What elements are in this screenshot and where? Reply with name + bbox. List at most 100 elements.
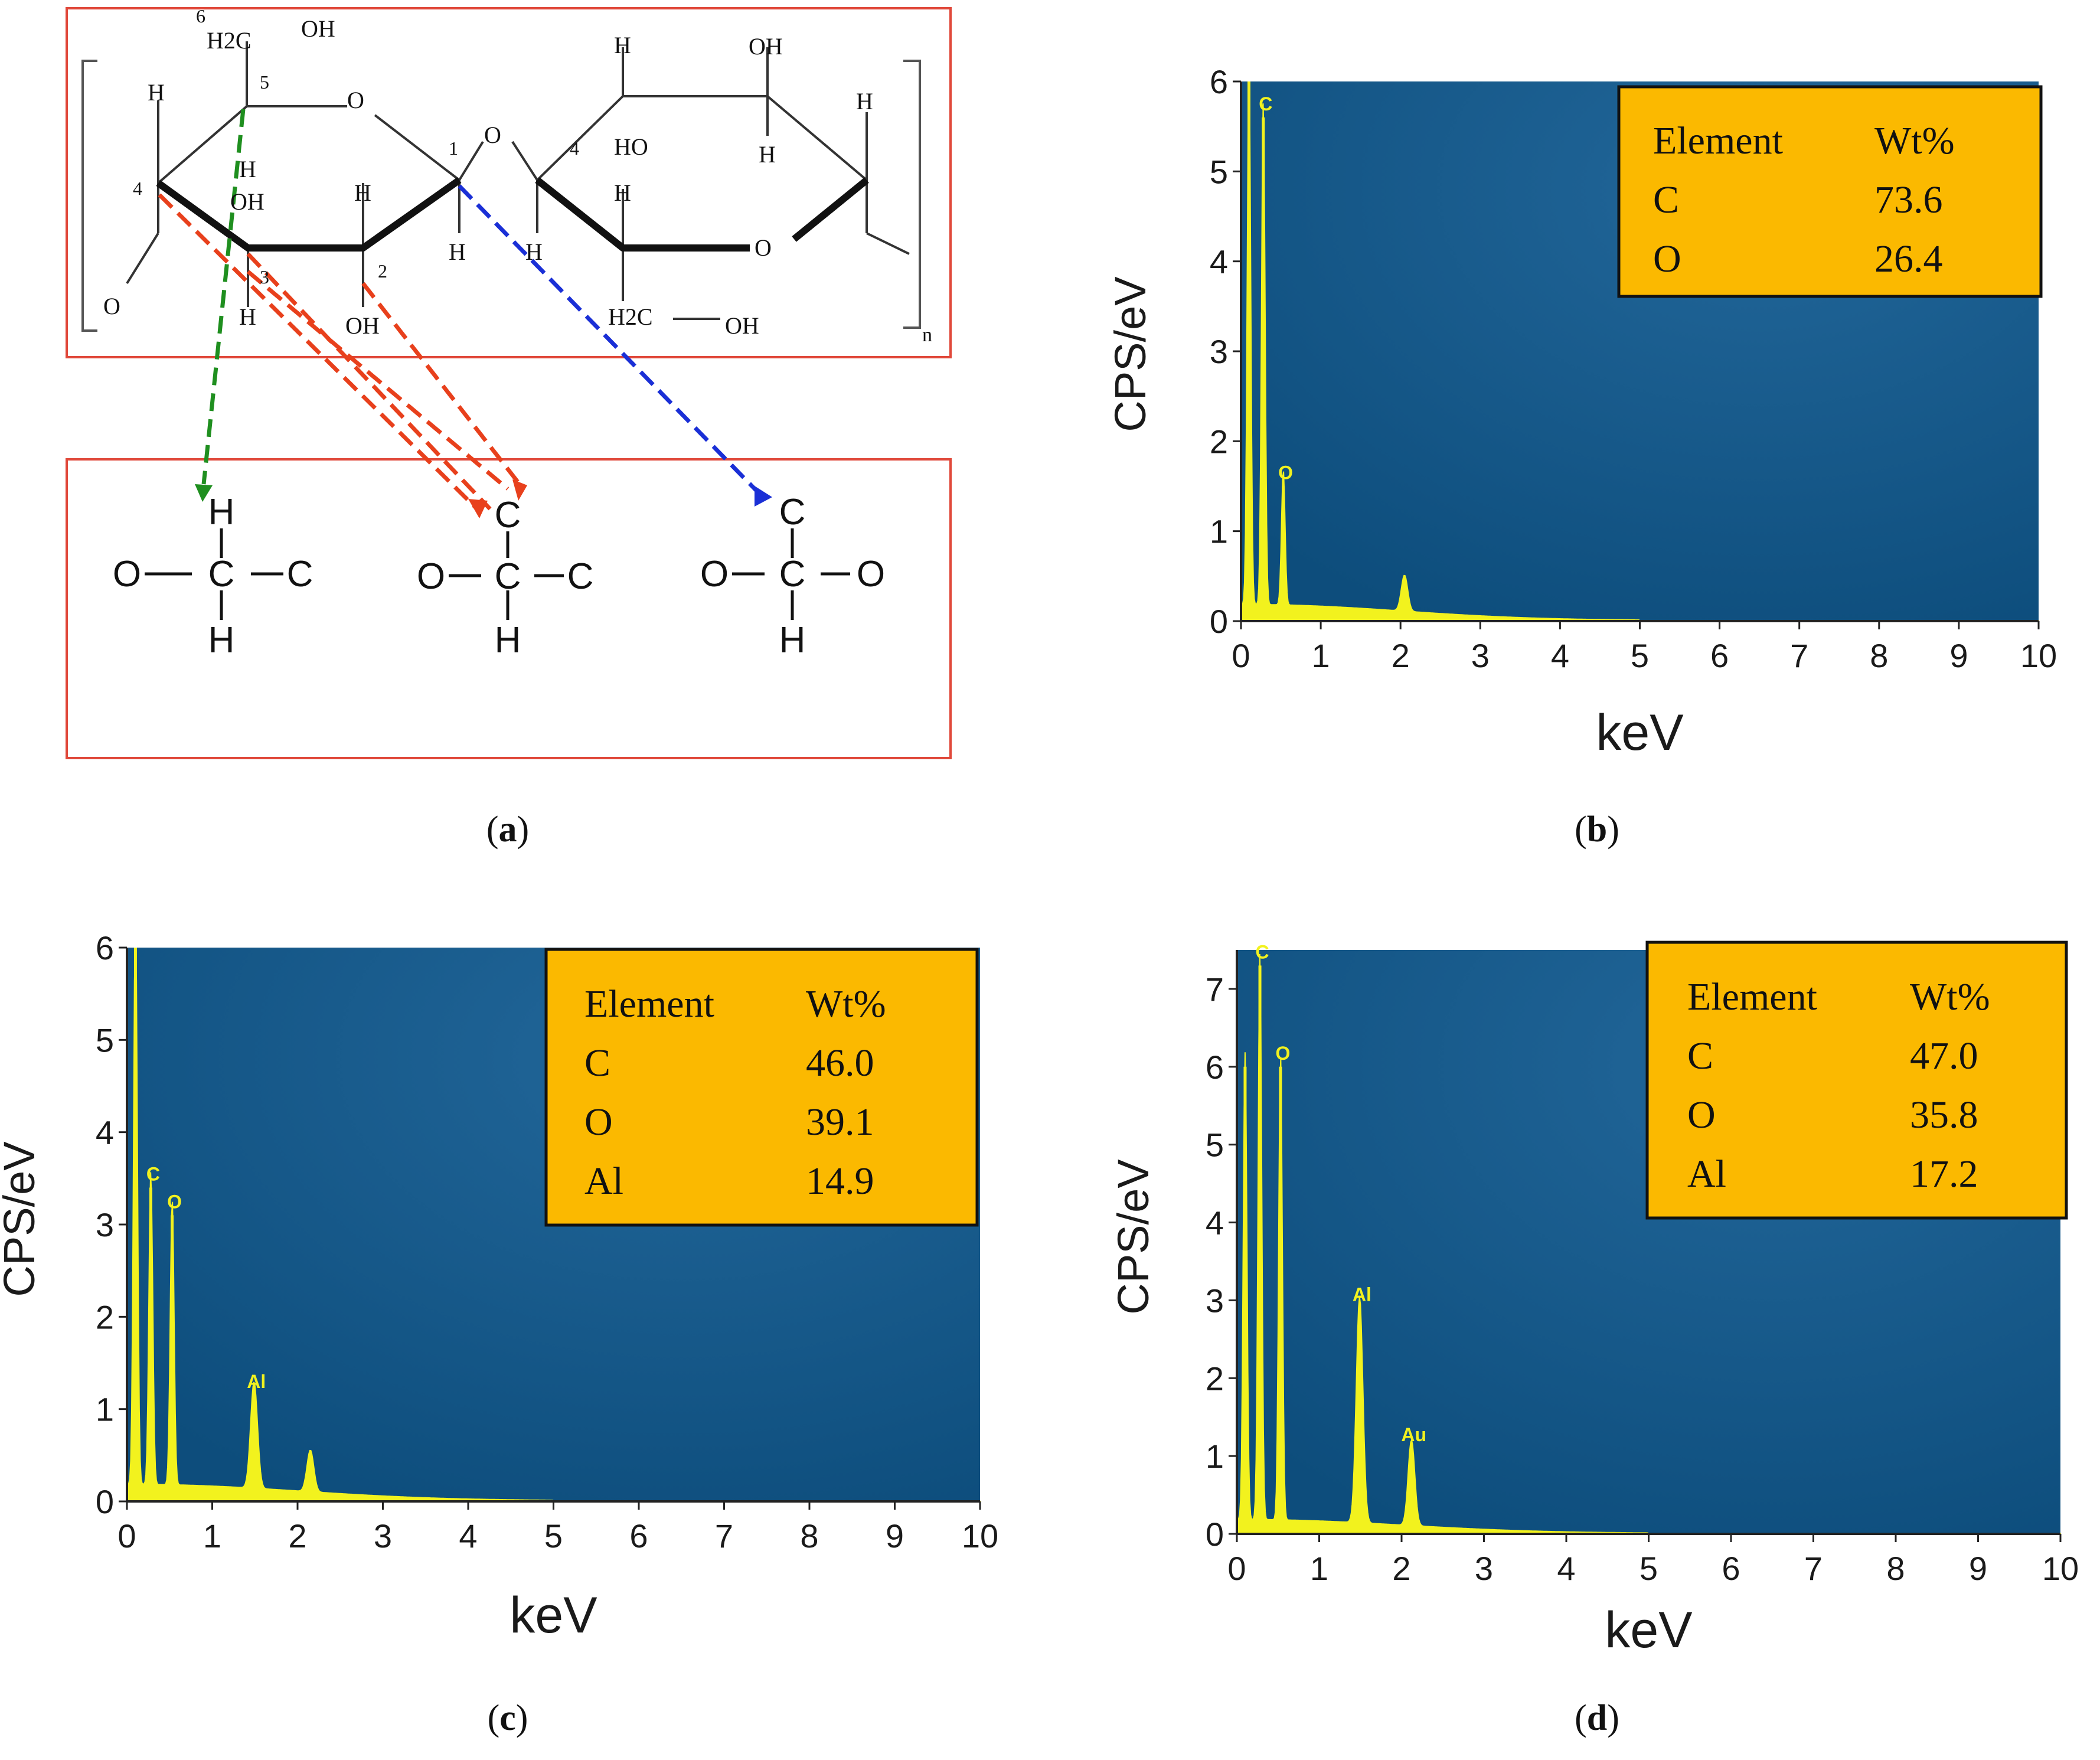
frag2-right: C <box>567 556 594 597</box>
y-tick-label: 5 <box>96 1021 114 1059</box>
x-tick-label: 2 <box>288 1517 306 1555</box>
blue-arrow <box>458 184 772 507</box>
composition-table <box>1645 941 2068 1220</box>
caption-b: (b) <box>1575 809 1619 850</box>
x-tick-label: 10 <box>2042 1550 2079 1587</box>
label-h2c-bottom: H2C <box>608 303 653 330</box>
x-tick-label: 7 <box>1804 1550 1823 1587</box>
x-tick-label: 0 <box>117 1517 136 1555</box>
table-cell: O <box>584 1101 613 1144</box>
y-tick-label: 5 <box>1206 1126 1224 1164</box>
y-tick-label: 0 <box>1206 1516 1224 1553</box>
x-tick-label: 8 <box>1886 1550 1905 1587</box>
caption-a-letter: a <box>499 809 517 850</box>
y-tick-label: 3 <box>96 1206 114 1243</box>
caption-d: (d) <box>1575 1698 1619 1738</box>
x-tick-label: 3 <box>1471 637 1490 674</box>
y-tick-label: 2 <box>96 1298 114 1335</box>
y-tick-label: 6 <box>1210 63 1228 100</box>
label-c1: 1 <box>449 138 458 159</box>
y-tick-label: 6 <box>1206 1049 1224 1086</box>
label-h-ring2-right: H <box>759 141 776 168</box>
x-tick-label: 8 <box>800 1517 818 1555</box>
x-tick-label: 0 <box>1232 637 1250 674</box>
y-tick-label: 4 <box>96 1114 114 1151</box>
label-oh-c2: OH <box>345 312 380 339</box>
right-bracket <box>903 60 921 329</box>
label-h-c2: H <box>354 179 371 206</box>
ring-1-bold-edge <box>156 177 462 252</box>
x-tick-label: 4 <box>1551 637 1569 674</box>
y-tick-label: 5 <box>1210 153 1228 190</box>
y-tick-label: 1 <box>96 1391 114 1428</box>
label-n: n <box>922 324 932 346</box>
frag2-top: C <box>495 495 521 535</box>
label-oh-c3: OH <box>230 188 264 215</box>
label-h-c1: H <box>449 239 466 265</box>
y-axis-label: CPS/eV <box>1106 276 1155 432</box>
fragment-box <box>66 458 952 759</box>
y-tick-label: 2 <box>1206 1360 1224 1397</box>
frag1-left: O <box>113 554 141 595</box>
green-arrow <box>195 109 246 502</box>
x-tick-label: 7 <box>1790 637 1808 674</box>
x-tick-label: 6 <box>629 1517 648 1555</box>
x-axis-label: keV <box>1605 1602 1692 1658</box>
table-cell: O <box>1687 1093 1716 1137</box>
caption-a: (a) <box>486 809 529 850</box>
x-tick-label: 10 <box>962 1517 998 1555</box>
table-cell: 73.6 <box>1874 178 1943 221</box>
y-axis-label: CPS/eV <box>0 1141 44 1297</box>
y-tick-label: 6 <box>96 929 114 966</box>
peak-label-c: C <box>1259 93 1272 115</box>
table-cell: 14.9 <box>806 1160 874 1203</box>
y-tick-label: 0 <box>96 1483 114 1520</box>
label-glycosidic-o: O <box>484 122 501 148</box>
x-tick-label: 0 <box>1227 1550 1246 1587</box>
label-h-c5: H <box>239 156 256 182</box>
label-c5: 5 <box>260 71 269 93</box>
y-tick-label: 0 <box>1210 603 1228 640</box>
table-cell: 26.4 <box>1874 237 1943 280</box>
table-cell: C <box>584 1041 610 1085</box>
x-tick-label: 3 <box>374 1517 392 1555</box>
peak-label-al: Al <box>1353 1284 1371 1305</box>
table-header: Wt% <box>1874 119 1955 162</box>
caption-b-letter: b <box>1587 809 1607 850</box>
x-tick-label: 7 <box>715 1517 733 1555</box>
table-cell: O <box>1653 237 1681 280</box>
peak-label-au: Au <box>1401 1424 1426 1445</box>
x-tick-label: 9 <box>1949 637 1968 674</box>
table-header: Wt% <box>1910 975 1990 1018</box>
label-h2c-top: H2C <box>207 27 252 54</box>
frag3-right: O <box>857 554 885 595</box>
x-tick-label: 1 <box>203 1517 221 1555</box>
x-tick-label: 5 <box>544 1517 563 1555</box>
peak-label-o: O <box>1275 1043 1290 1064</box>
fragment-3: C O C O H <box>700 492 885 661</box>
label-oh-bottom: OH <box>725 312 759 339</box>
label-c2: 2 <box>378 260 387 282</box>
x-tick-label: 10 <box>2020 637 2057 674</box>
label-h-ring2-end: H <box>856 88 873 115</box>
label-ring-o-1: O <box>347 87 364 113</box>
x-tick-label: 9 <box>886 1517 904 1555</box>
x-tick-label: 2 <box>1392 1550 1410 1587</box>
label-c6: 6 <box>196 5 205 27</box>
x-tick-label: 1 <box>1310 1550 1328 1587</box>
fragment-bonds <box>145 528 850 620</box>
caption-c: (c) <box>488 1698 528 1738</box>
frag1-bottom: H <box>208 620 235 661</box>
table-cell: Al <box>584 1160 623 1203</box>
y-tick-label: 1 <box>1206 1438 1224 1475</box>
table-cell: 17.2 <box>1910 1152 1978 1196</box>
table-cell: 35.8 <box>1910 1093 1978 1137</box>
x-axis-label: keV <box>510 1587 597 1644</box>
y-tick-label: 3 <box>1210 333 1228 370</box>
frag3-bottom: H <box>779 620 806 661</box>
x-tick-label: 6 <box>1722 1550 1740 1587</box>
glucose-ring-2 <box>511 47 910 320</box>
